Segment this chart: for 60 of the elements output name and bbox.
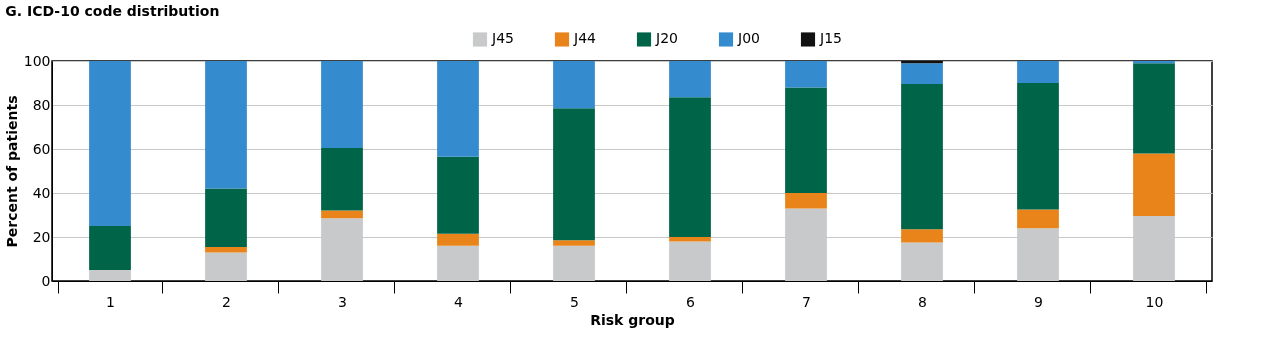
bar (321, 147, 363, 211)
x-tick-label: 1 (106, 293, 115, 310)
bar (785, 193, 827, 209)
y-tick-label: 0 (41, 272, 51, 289)
bar (89, 270, 131, 281)
y-tick-label: 20 (32, 228, 51, 245)
legend-label: J44 (573, 30, 597, 47)
bar (1017, 61, 1059, 83)
bar (901, 242, 943, 281)
bar (437, 156, 479, 234)
chart-title: G. ICD-10 code distribution (5, 3, 220, 19)
bar (785, 87, 827, 193)
y-tick-label: 80 (32, 96, 51, 113)
bar (321, 210, 363, 219)
x-tick-label: 7 (802, 293, 811, 310)
bar (321, 61, 363, 148)
x-tick-label: 2 (222, 293, 231, 310)
y-tick-label: 40 (32, 184, 51, 201)
bar (205, 188, 247, 247)
bar (553, 240, 595, 246)
x-tick-label: 4 (454, 293, 464, 310)
bar (669, 241, 711, 281)
x-tick-label: 6 (686, 293, 696, 310)
legend-label: J45 (491, 30, 514, 47)
bar (89, 226, 131, 270)
legend-label: J00 (737, 30, 760, 47)
bar (205, 61, 247, 189)
bar (1017, 83, 1059, 210)
y-axis-title: Percent of patients (3, 95, 20, 248)
legend-label: J20 (655, 30, 678, 47)
bar (669, 61, 711, 98)
y-tick-label: 60 (32, 140, 51, 157)
bar (901, 61, 943, 64)
bar (901, 229, 943, 243)
bar (89, 61, 131, 226)
x-axis-title: Risk group (590, 311, 675, 328)
bar (437, 233, 479, 246)
bar (437, 61, 479, 157)
x-tick-label: 9 (1034, 293, 1043, 310)
bar (437, 245, 479, 281)
bar (553, 245, 595, 281)
bar (669, 97, 711, 237)
bar (1017, 209, 1059, 229)
bar (901, 84, 943, 230)
y-tick-label: 100 (23, 52, 51, 69)
bar (1133, 63, 1175, 154)
x-tick-label: 8 (918, 293, 927, 310)
x-tick-label: 10 (1145, 293, 1164, 310)
bar (205, 246, 247, 253)
bar (205, 252, 247, 281)
bar (1133, 153, 1175, 217)
bar (901, 63, 943, 85)
bar (553, 108, 595, 241)
x-tick-label: 5 (570, 293, 579, 310)
bar (553, 61, 595, 109)
bar (669, 237, 711, 242)
x-tick-label: 3 (338, 293, 347, 310)
bar (785, 61, 827, 88)
legend-label: J15 (819, 30, 842, 47)
bar (1133, 61, 1175, 64)
